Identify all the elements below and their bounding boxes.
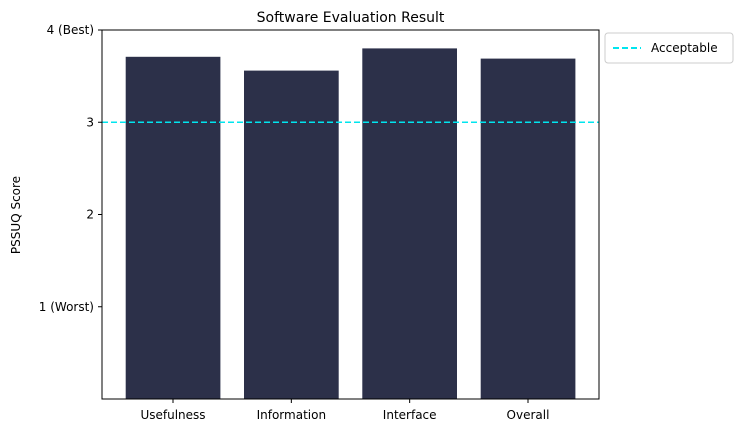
x-tick-label: Usefulness bbox=[140, 408, 205, 422]
y-tick-label: 1 (Worst) bbox=[39, 300, 94, 314]
x-tick-label: Interface bbox=[383, 408, 437, 422]
bar-usefulness bbox=[125, 56, 221, 400]
legend: Acceptable bbox=[604, 32, 734, 64]
chart-title: Software Evaluation Result bbox=[257, 10, 445, 26]
bar-overall bbox=[480, 58, 576, 399]
y-tick-label: 3 bbox=[86, 115, 94, 129]
bar-interface bbox=[362, 48, 457, 400]
y-axis-label-group: PSSUQ Score bbox=[9, 176, 23, 254]
bar-information bbox=[244, 70, 339, 399]
legend-box bbox=[604, 32, 734, 64]
y-tick-label: 4 (Best) bbox=[47, 23, 94, 37]
legend-reference-line-label: Acceptable bbox=[651, 41, 718, 55]
plot-area: 1 (Worst) 2 3 4 (Best) Usefulness Information… bbox=[39, 23, 600, 422]
x-tick-label: Overall bbox=[507, 408, 550, 422]
y-axis-label: PSSUQ Score bbox=[9, 176, 23, 254]
y-tick-label: 2 bbox=[86, 208, 94, 222]
x-tick-label: Information bbox=[257, 408, 326, 422]
